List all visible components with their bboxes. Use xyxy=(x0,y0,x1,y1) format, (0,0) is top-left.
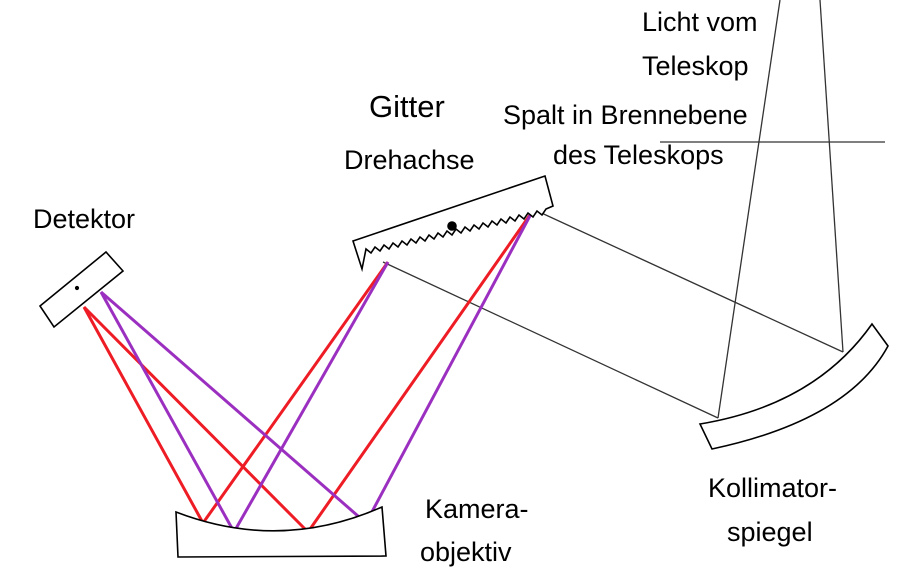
violet-ray xyxy=(99,291,236,533)
detector xyxy=(38,250,125,329)
camera-objective-label-line1: Kamera- xyxy=(425,494,529,524)
slit-label-line1: Spalt in Brennebene xyxy=(503,100,748,130)
detector-label: Detektor xyxy=(33,204,135,234)
collimator-label-line2: spiegel xyxy=(727,517,813,547)
red-rays xyxy=(82,211,534,534)
red-ray xyxy=(201,261,390,524)
slit-label-line2: des Teleskops xyxy=(553,140,724,170)
violet-ray xyxy=(364,211,534,524)
collimator-mirror-body xyxy=(698,322,889,450)
camera-objective-label-line2: objektiv xyxy=(420,537,512,567)
grating-label: Gitter xyxy=(369,89,445,124)
violet-ray xyxy=(100,290,367,525)
detector-body xyxy=(38,250,125,329)
collimator-label-line1: Kollimator- xyxy=(708,473,837,503)
red-ray xyxy=(306,211,534,533)
grating xyxy=(351,174,554,273)
light-from-telescope-label-line2: Teleskop xyxy=(642,51,749,81)
telescope-ray-right xyxy=(819,0,844,353)
collimator-to-grating-top xyxy=(534,209,844,353)
light-path xyxy=(382,0,885,419)
red-ray xyxy=(82,306,205,524)
rotation-axis-label: Drehachse xyxy=(344,145,475,175)
rotation-axis-dot xyxy=(447,221,457,231)
telescope-ray-left xyxy=(717,0,781,419)
camera-objective xyxy=(175,505,387,558)
detector-dot xyxy=(74,285,80,291)
red-ray xyxy=(82,305,310,534)
camera-objective-body xyxy=(175,505,387,558)
collimator-mirror xyxy=(698,322,889,450)
light-from-telescope-label-line1: Licht vom xyxy=(642,7,758,37)
violet-ray xyxy=(232,261,390,533)
violet-rays xyxy=(99,211,534,533)
collimator-to-grating-bottom xyxy=(382,261,719,419)
